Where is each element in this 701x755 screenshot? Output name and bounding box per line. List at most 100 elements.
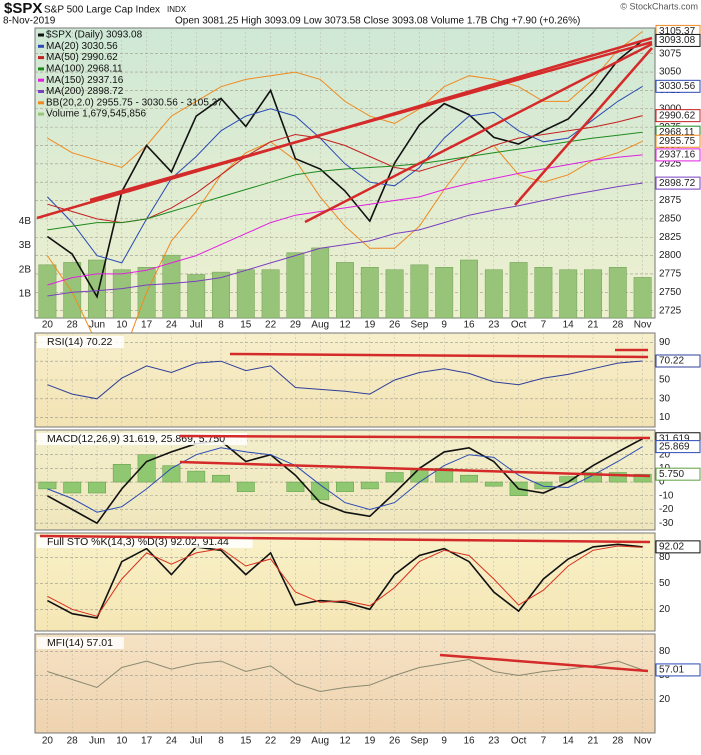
volume-bar — [360, 267, 379, 319]
y-tick-label: 90 — [659, 337, 671, 348]
y-tick-label: 2725 — [659, 305, 682, 316]
x-tick-label: 7 — [541, 736, 547, 747]
panels: 2725275027752800282528502875290029252950… — [19, 24, 701, 747]
trendline — [514, 47, 653, 206]
x-tick-label: 26 — [389, 320, 401, 331]
volume-bar — [112, 269, 131, 319]
y-tick-label: 80 — [659, 552, 671, 563]
series-line — [47, 437, 643, 525]
value-tag: 70.22 — [659, 356, 684, 367]
volume-bar — [336, 262, 354, 319]
histogram-bar — [336, 481, 354, 492]
x-tick-label: 14 — [563, 736, 575, 747]
histogram-bar — [63, 481, 82, 494]
x-tick-label: 23 — [488, 320, 500, 331]
x-tick-label: 22 — [265, 736, 277, 747]
histogram-bar — [534, 481, 553, 490]
value-tag: 5.750 — [659, 469, 684, 480]
volume-bar — [633, 277, 652, 319]
trendlines — [36, 36, 653, 673]
y-tick-label: 2850 — [659, 214, 682, 225]
y-tick-label: 3075 — [659, 48, 682, 59]
x-tick-label: Oct — [511, 320, 527, 331]
x-tick-label: 23 — [488, 736, 500, 747]
y-tick-label: 50 — [659, 375, 671, 386]
series-line — [47, 154, 643, 286]
x-tick-label: 26 — [389, 736, 401, 747]
histogram-bar — [633, 473, 652, 483]
volume-tick-label: 3B — [19, 240, 32, 251]
series-line — [47, 182, 643, 297]
volume-tick-label: 4B — [19, 216, 32, 227]
title-box — [37, 637, 124, 649]
y-tick-label: 20 — [659, 449, 671, 460]
x-tick-label: 12 — [339, 736, 351, 747]
volume-tick-label: 1B — [19, 288, 32, 299]
histogram-bar — [484, 481, 503, 487]
title-box — [37, 536, 253, 548]
volume-bar — [261, 269, 280, 319]
value-tag: 31.619 — [659, 433, 690, 444]
legend-entry: MA(50) 2990.62 — [46, 52, 118, 63]
y-tick-label: 3050 — [659, 67, 682, 78]
date: 8-Nov-2019 — [3, 16, 56, 27]
y-tick-label: 2750 — [659, 287, 682, 298]
value-tag: 3030.56 — [659, 81, 696, 92]
panel-title: RSI(14) 70.22 — [47, 336, 113, 348]
histogram-bar — [236, 481, 255, 492]
x-tick-label: Aug — [311, 736, 329, 747]
x-tick-label: 10 — [116, 736, 128, 747]
x-tick-label: 28 — [67, 320, 79, 331]
y-tick-label: -10 — [659, 490, 674, 501]
histogram-bar — [286, 481, 305, 492]
volume-bar — [187, 274, 206, 319]
y-tick-label: 80 — [659, 646, 671, 657]
volume-bar — [162, 254, 181, 319]
x-tick-label: 7 — [541, 320, 547, 331]
x-tick-label: 28 — [612, 320, 624, 331]
y-tick-label: 10 — [659, 412, 671, 423]
legend-entry: MA(150) 2937.16 — [46, 75, 124, 86]
value-tag-box — [655, 440, 701, 454]
x-tick-label: Jun — [89, 320, 105, 331]
x-tick-label: 16 — [463, 320, 475, 331]
trendline — [439, 653, 649, 673]
series-line — [47, 543, 643, 619]
value-tag-box — [655, 354, 701, 368]
y-tick-label: 2875 — [659, 195, 682, 206]
histogram-bar — [584, 472, 602, 483]
value-tag: 3093.08 — [659, 35, 696, 46]
histogram-bar — [187, 470, 206, 483]
x-tick-label: 10 — [116, 320, 128, 331]
y-tick-label: 2825 — [659, 232, 682, 243]
x-tick-label: Aug — [311, 320, 329, 331]
value-tag: 57.01 — [659, 665, 684, 676]
y-tick-label: 20 — [659, 604, 671, 615]
volume-bar — [410, 264, 429, 319]
volume-bar — [311, 247, 330, 319]
legend-entry: BB(20,2.0) 2955.75 - 3030.56 - 3105.37 — [46, 97, 223, 108]
x-tick-label: 19 — [364, 320, 376, 331]
trendline — [179, 434, 651, 440]
volume-bar — [435, 267, 454, 319]
value-tag-box — [655, 148, 701, 162]
volume-bar — [38, 264, 57, 319]
legend-entry: MA(20) 3030.56 — [46, 41, 118, 52]
value-tag-box — [655, 663, 701, 677]
y-tick-label: 3000 — [659, 103, 682, 114]
series-line — [47, 446, 643, 513]
histogram-bar — [112, 463, 131, 483]
volume-bar — [534, 267, 553, 319]
x-tick-label: 8 — [218, 736, 224, 747]
histogram-bar — [38, 481, 57, 490]
x-tick-label: 24 — [166, 736, 178, 747]
histogram-bar — [88, 481, 106, 494]
value-tag-box — [655, 109, 701, 123]
title-box — [37, 336, 124, 348]
x-tick-label: 21 — [587, 736, 599, 747]
value-tag-box — [655, 467, 701, 481]
x-tick-label: 20 — [42, 320, 54, 331]
legend-entry: $SPX (Daily) 3093.08 — [46, 30, 143, 41]
y-tick-label: 30 — [659, 393, 671, 404]
x-tick-label: 17 — [141, 736, 153, 747]
